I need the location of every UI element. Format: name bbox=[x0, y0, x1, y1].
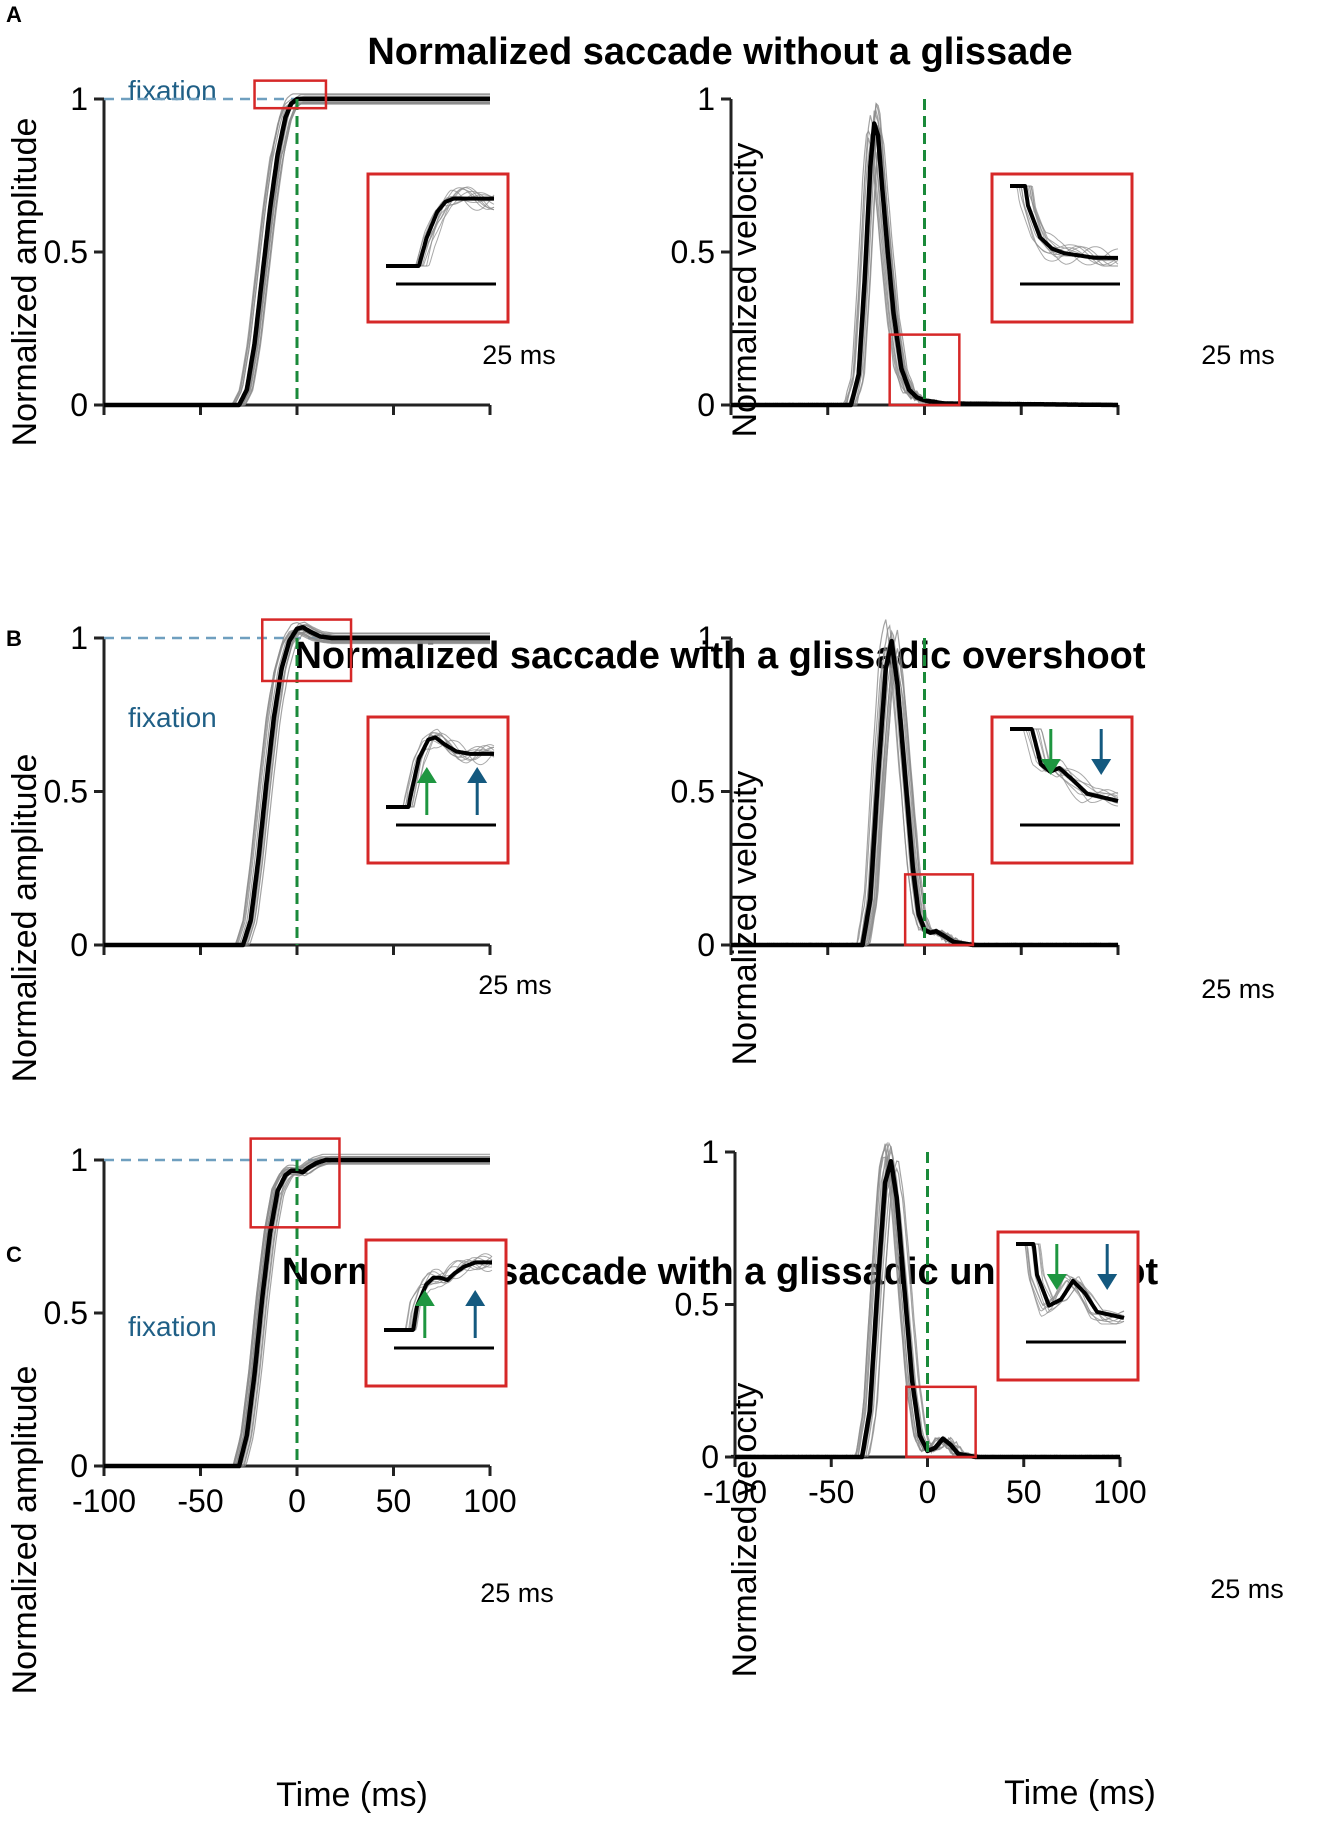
y-tick-label-amp-c: 0.5 bbox=[44, 1295, 88, 1331]
ylabel-velocity-c: Normalized velocity bbox=[726, 1383, 764, 1678]
fixation-label-a: fixation bbox=[128, 75, 217, 106]
y-tick-label-amp-c: 1 bbox=[70, 1142, 88, 1178]
panel-title-a: Normalized saccade without a glissade bbox=[367, 31, 1072, 73]
plot-amp-c: -100 -50 0 50 100 0 0.5 1 bbox=[44, 1139, 517, 1519]
y-tick-label-amp-b: 0 bbox=[70, 927, 88, 963]
y-tick-label-amp-c: 0 bbox=[70, 1448, 88, 1484]
inset-scale-label-amp-c: 25 ms bbox=[480, 1578, 554, 1608]
inset-frame-vel-c bbox=[998, 1232, 1138, 1380]
y-tick-label-vel-b: 1 bbox=[697, 620, 715, 656]
inset-vel-a bbox=[992, 174, 1132, 322]
x-tick-label-amp-c: -100 bbox=[72, 1483, 136, 1519]
x-tick-label-amp-c: 0 bbox=[288, 1483, 306, 1519]
y-tick-label-amp-a: 0.5 bbox=[44, 234, 88, 270]
fixation-label-c: fixation bbox=[128, 1311, 217, 1342]
inset-scale-label-amp-b: 25 ms bbox=[478, 970, 552, 1000]
panel-letter-c: C bbox=[6, 1242, 22, 1267]
inset-amp-b bbox=[368, 717, 508, 863]
x-tick-label-vel-c: -50 bbox=[808, 1474, 854, 1510]
y-tick-label-vel-c: 0 bbox=[701, 1439, 719, 1475]
fixation-label-b: fixation bbox=[128, 702, 217, 733]
y-tick-label-vel-b: 0 bbox=[697, 927, 715, 963]
y-tick-label-amp-b: 1 bbox=[70, 620, 88, 656]
inset-vel-c bbox=[998, 1232, 1138, 1380]
inset-vel-b bbox=[992, 717, 1132, 863]
x-tick-label-vel-c: 50 bbox=[1006, 1474, 1042, 1510]
inset-amp-a bbox=[368, 174, 508, 322]
plot-amp-a: 00.51 bbox=[44, 81, 508, 423]
x-tick-label-amp-c: 50 bbox=[376, 1483, 412, 1519]
zoom-box-amp-c bbox=[251, 1139, 340, 1228]
ylabel-amplitude-b: Normalized amplitude bbox=[6, 754, 44, 1083]
x-tick-label-vel-c: -100 bbox=[703, 1474, 767, 1510]
xlabel-amplitude-c: Time (ms) bbox=[276, 1776, 428, 1814]
y-tick-label-amp-a: 0 bbox=[70, 387, 88, 423]
inset-scale-label-vel-b: 25 ms bbox=[1201, 974, 1275, 1004]
x-tick-label-vel-c: 0 bbox=[919, 1474, 937, 1510]
y-tick-label-vel-a: 0.5 bbox=[671, 234, 715, 270]
y-tick-label-amp-b: 0.5 bbox=[44, 774, 88, 810]
inset-frame-vel-a bbox=[992, 174, 1132, 322]
ylabel-amplitude-c: Normalized amplitude bbox=[6, 1366, 44, 1695]
x-tick-label-vel-c: 100 bbox=[1093, 1474, 1146, 1510]
y-tick-label-vel-c: 0.5 bbox=[675, 1287, 719, 1323]
xlabel-velocity-c: Time (ms) bbox=[1004, 1774, 1156, 1812]
inset-amp-c bbox=[366, 1240, 506, 1386]
ylabel-amplitude-a: Normalized amplitude bbox=[6, 118, 44, 447]
y-tick-label-vel-a: 0 bbox=[697, 387, 715, 423]
x-tick-label-amp-c: -50 bbox=[177, 1483, 223, 1519]
y-tick-label-vel-b: 0.5 bbox=[671, 774, 715, 810]
inset-frame-amp-a bbox=[368, 174, 508, 322]
x-tick-label-amp-c: 100 bbox=[463, 1483, 516, 1519]
inset-scale-label-amp-a: 25 ms bbox=[482, 340, 556, 370]
panel-letter-a: A bbox=[6, 2, 22, 27]
y-tick-label-vel-c: 1 bbox=[701, 1134, 719, 1170]
inset-scale-label-vel-a: 25 ms bbox=[1201, 340, 1275, 370]
inset-scale-label-vel-c: 25 ms bbox=[1210, 1574, 1284, 1604]
y-tick-label-amp-a: 1 bbox=[70, 81, 88, 117]
panel-letter-b: B bbox=[6, 626, 22, 651]
y-tick-label-vel-a: 1 bbox=[697, 81, 715, 117]
